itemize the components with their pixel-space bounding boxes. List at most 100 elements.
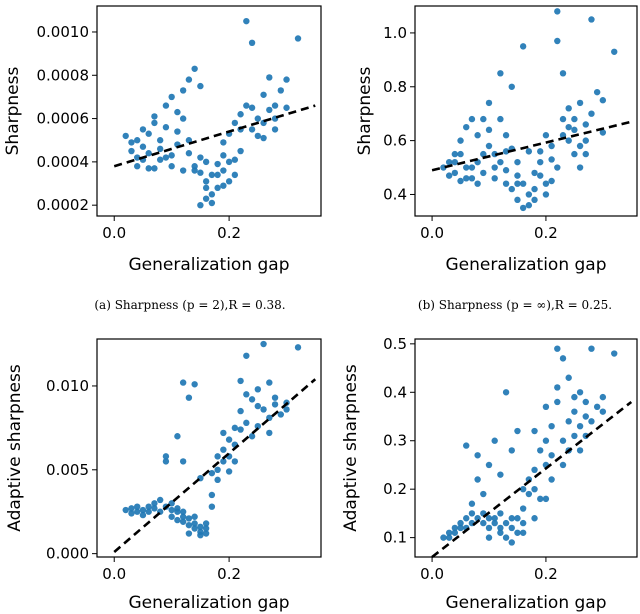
- data-point: [283, 76, 290, 83]
- data-point: [202, 184, 210, 192]
- y-tick-label: 1.0: [383, 24, 407, 42]
- data-point: [134, 508, 141, 515]
- data-point: [514, 158, 521, 166]
- data-point: [519, 505, 527, 512]
- data-point: [542, 495, 550, 503]
- data-point: [139, 126, 147, 133]
- x-axis: 0.0 0.2: [102, 557, 241, 583]
- y-tick-label: 0.0008: [37, 66, 90, 84]
- data-point: [468, 115, 476, 123]
- y-axis-label: Adaptive sharpness: [341, 364, 361, 532]
- data-point: [519, 485, 527, 493]
- data-point: [208, 191, 216, 198]
- data-point: [168, 93, 175, 101]
- data-point: [525, 148, 533, 155]
- y-tick-label: 0.0004: [37, 153, 90, 171]
- data-point: [145, 130, 152, 137]
- data-point: [260, 134, 267, 142]
- data-point: [202, 195, 210, 202]
- data-point: [128, 505, 135, 512]
- data-point: [576, 389, 584, 396]
- data-point: [571, 126, 578, 134]
- data-point: [440, 534, 447, 541]
- data-point: [599, 408, 607, 415]
- data-point: [565, 418, 572, 425]
- data-point: [548, 142, 555, 150]
- data-point: [554, 8, 561, 15]
- plot-frame: [96, 5, 322, 217]
- data-point: [445, 158, 453, 166]
- y-axis-label: Sharpness: [3, 67, 23, 156]
- data-point: [502, 389, 510, 396]
- data-point: [531, 169, 538, 177]
- data-point: [225, 436, 233, 443]
- data-point: [531, 515, 538, 522]
- data-point: [243, 17, 250, 25]
- y-axis-label: Sharpness: [355, 67, 375, 156]
- data-point: [491, 175, 498, 182]
- x-tick-label: 0.0: [420, 224, 444, 242]
- data-point: [514, 196, 521, 204]
- y-tick-label: 0.0010: [37, 23, 90, 41]
- data-point: [174, 433, 181, 440]
- data-point: [168, 513, 175, 520]
- data-point: [294, 35, 302, 42]
- data-point: [451, 529, 459, 536]
- data-point: [197, 82, 204, 90]
- data-point: [208, 503, 216, 510]
- data-point: [531, 196, 538, 204]
- x-axis: 0.0 0.2: [420, 557, 558, 583]
- data-point: [231, 156, 239, 163]
- data-point: [548, 156, 555, 163]
- x-tick-label: 0.0: [102, 565, 126, 583]
- data-point: [179, 508, 187, 515]
- data-point: [156, 156, 164, 163]
- data-point: [271, 126, 279, 133]
- data-point: [508, 185, 515, 193]
- data-point: [491, 515, 498, 522]
- data-point: [542, 132, 550, 139]
- data-point: [531, 466, 538, 473]
- data-point: [139, 506, 147, 514]
- data-point: [260, 340, 267, 348]
- data-point: [599, 129, 607, 136]
- data-point: [565, 137, 572, 144]
- data-point: [231, 424, 239, 432]
- scatter-points: [440, 8, 618, 212]
- data-point: [260, 91, 267, 98]
- data-point: [191, 513, 198, 520]
- data-point: [548, 177, 555, 185]
- data-point: [248, 104, 256, 111]
- trend-line: [431, 120, 632, 172]
- y-axis: 0.1 0.2 0.3 0.4 0.5: [383, 335, 415, 547]
- data-point: [582, 150, 589, 158]
- data-point: [248, 39, 256, 47]
- data-point: [445, 172, 453, 179]
- data-point: [474, 515, 481, 522]
- data-point: [208, 171, 216, 179]
- data-point: [559, 437, 567, 444]
- data-point: [202, 520, 210, 527]
- data-point: [179, 87, 187, 94]
- data-point: [480, 490, 487, 498]
- data-point: [457, 524, 464, 532]
- data-point: [599, 393, 607, 401]
- data-point: [502, 132, 510, 139]
- data-point: [185, 521, 193, 529]
- data-point: [185, 76, 193, 83]
- data-point: [576, 99, 584, 107]
- data-point: [565, 123, 572, 131]
- data-point: [514, 515, 521, 522]
- plot-frame: [414, 338, 638, 558]
- y-tick-label: 0.3: [383, 432, 407, 450]
- data-point: [168, 152, 175, 159]
- data-point: [514, 172, 521, 179]
- data-point: [485, 534, 493, 541]
- data-point: [168, 500, 175, 507]
- data-point: [283, 104, 290, 111]
- data-point: [468, 510, 476, 517]
- data-point: [266, 74, 273, 81]
- y-tick-label: 0.1: [383, 529, 407, 547]
- data-point: [174, 108, 181, 116]
